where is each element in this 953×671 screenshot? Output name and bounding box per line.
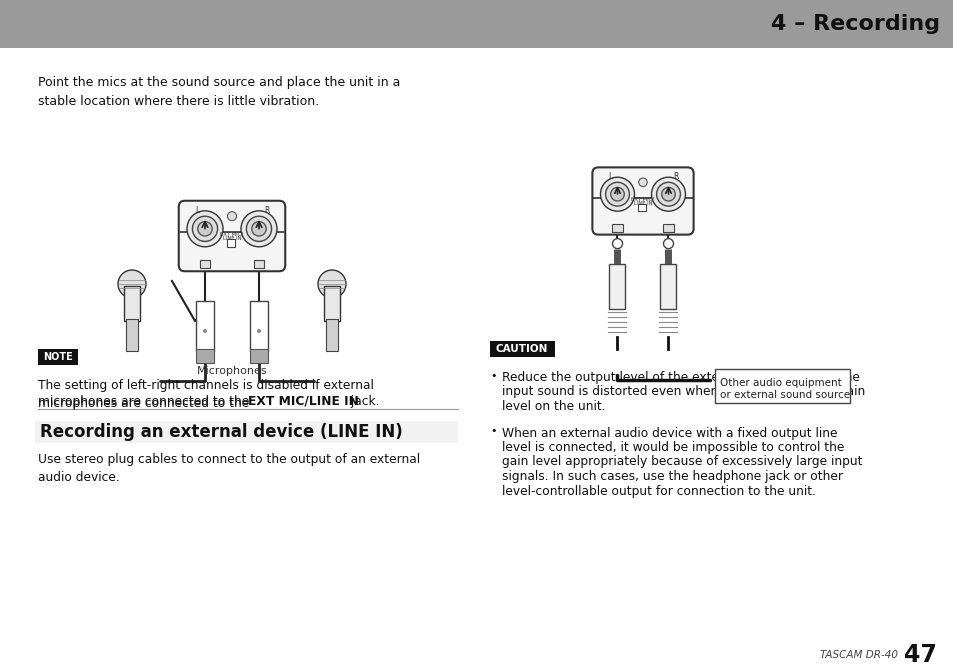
Text: R: R	[264, 206, 269, 215]
Circle shape	[656, 183, 679, 206]
Text: level on the unit.: level on the unit.	[501, 400, 605, 413]
Circle shape	[662, 239, 673, 249]
Circle shape	[252, 221, 266, 236]
Text: or external sound source: or external sound source	[720, 390, 849, 400]
Text: The setting of left-right channels is disabled if external
microphones are conne: The setting of left-right channels is di…	[38, 379, 374, 410]
Text: LINE IN: LINE IN	[633, 201, 652, 206]
Bar	[659, 264, 676, 309]
Bar	[250, 301, 268, 351]
Text: When an external audio device with a fixed output line: When an external audio device with a fix…	[501, 427, 837, 440]
Circle shape	[203, 329, 207, 333]
Text: input sound is distorted even when reducing the input gain: input sound is distorted even when reduc…	[501, 386, 864, 399]
Circle shape	[612, 239, 622, 249]
Circle shape	[317, 270, 346, 298]
FancyBboxPatch shape	[592, 167, 693, 235]
Bar	[638, 203, 645, 211]
Bar	[253, 260, 264, 268]
Text: Use stereo plug cables to connect to the output of an external
audio device.: Use stereo plug cables to connect to the…	[38, 453, 419, 484]
Circle shape	[197, 221, 212, 236]
Text: NOTE: NOTE	[43, 352, 72, 362]
Bar	[609, 264, 625, 309]
Text: •: •	[490, 427, 497, 437]
Text: 4 – Recording: 4 – Recording	[770, 14, 939, 34]
Bar	[324, 286, 339, 321]
Bar	[0, 0, 953, 48]
Text: gain level appropriately because of excessively large input: gain level appropriately because of exce…	[501, 456, 862, 468]
Circle shape	[599, 177, 634, 211]
Text: jack.: jack.	[347, 395, 379, 408]
Text: EXT MIC/: EXT MIC/	[631, 197, 654, 202]
Bar	[126, 319, 138, 351]
Text: L: L	[607, 172, 612, 181]
Text: EXT MIC/: EXT MIC/	[220, 231, 243, 236]
Circle shape	[256, 329, 261, 333]
FancyBboxPatch shape	[178, 201, 285, 271]
Circle shape	[193, 216, 217, 242]
Bar	[250, 349, 268, 363]
Bar	[227, 239, 234, 247]
Text: L: L	[195, 206, 199, 215]
Circle shape	[605, 183, 629, 206]
Bar	[199, 260, 211, 268]
Circle shape	[639, 178, 646, 187]
Bar	[326, 319, 337, 351]
Text: level-controllable output for connection to the unit.: level-controllable output for connection…	[501, 484, 815, 497]
Text: R: R	[672, 172, 678, 181]
Bar	[490, 341, 555, 357]
Circle shape	[610, 187, 623, 201]
Bar	[195, 301, 213, 351]
Text: Other audio equipment: Other audio equipment	[720, 378, 841, 388]
Text: EXT MIC/LINE IN: EXT MIC/LINE IN	[248, 395, 358, 408]
Bar	[612, 223, 622, 231]
Text: Reduce the output level of the external audio device if the: Reduce the output level of the external …	[501, 371, 859, 384]
Circle shape	[661, 187, 675, 201]
Text: signals. In such cases, use the headphone jack or other: signals. In such cases, use the headphon…	[501, 470, 842, 483]
Bar	[714, 368, 849, 403]
Circle shape	[118, 270, 146, 298]
Text: 47: 47	[903, 643, 936, 667]
Text: TASCAM DR-40: TASCAM DR-40	[820, 650, 897, 660]
Text: microphones are connected to the: microphones are connected to the	[38, 395, 253, 408]
Circle shape	[651, 177, 685, 211]
Bar	[124, 286, 140, 321]
Text: CAUTION: CAUTION	[496, 344, 548, 354]
Bar	[35, 421, 457, 443]
Text: LINE IN: LINE IN	[222, 236, 241, 241]
Bar	[38, 349, 78, 365]
Circle shape	[227, 211, 236, 221]
Text: •: •	[490, 371, 497, 381]
Circle shape	[241, 211, 276, 247]
Circle shape	[187, 211, 223, 247]
Text: Point the mics at the sound source and place the unit in a
stable location where: Point the mics at the sound source and p…	[38, 76, 400, 108]
Circle shape	[246, 216, 272, 242]
Text: level is connected, it would be impossible to control the: level is connected, it would be impossib…	[501, 441, 843, 454]
Bar	[662, 223, 673, 231]
Bar	[195, 349, 213, 363]
Text: Microphones: Microphones	[196, 366, 267, 376]
Text: Recording an external device (LINE IN): Recording an external device (LINE IN)	[40, 423, 402, 441]
